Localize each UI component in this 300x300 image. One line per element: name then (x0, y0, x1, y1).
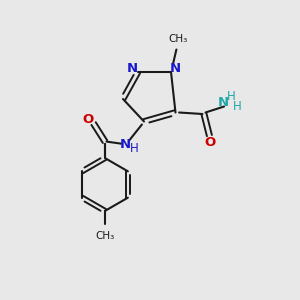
Text: H: H (232, 100, 242, 113)
Text: N: N (170, 62, 181, 75)
Text: N: N (120, 138, 131, 151)
Text: N: N (218, 96, 229, 109)
Text: O: O (204, 136, 216, 149)
Text: O: O (82, 112, 94, 126)
Text: H: H (226, 90, 236, 103)
Text: N: N (127, 62, 138, 75)
Text: CH₃: CH₃ (168, 34, 188, 44)
Text: H: H (130, 142, 139, 155)
Text: CH₃: CH₃ (95, 231, 115, 241)
